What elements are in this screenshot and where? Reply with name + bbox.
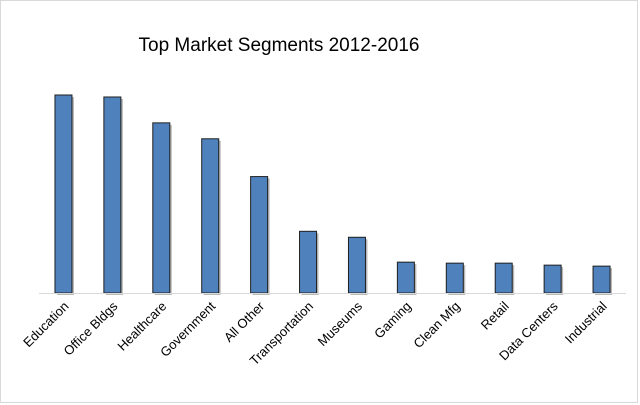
bar-clean-mfg <box>445 262 464 294</box>
x-tick-label: Museums <box>315 298 366 349</box>
bar-healthcare <box>152 122 171 294</box>
x-tick-label: Education <box>20 299 71 350</box>
bar-museums <box>347 236 366 294</box>
bar-all-other <box>250 176 269 294</box>
bar-retail <box>494 262 513 294</box>
bar-government <box>201 138 220 294</box>
chart-title: Top Market Segments 2012-2016 <box>138 35 420 56</box>
x-tick-label: Gaming <box>371 299 414 342</box>
x-tick-label: Industrial <box>562 298 610 346</box>
bar-industrial <box>592 265 611 294</box>
x-tick-label: Clean Mfg <box>410 299 463 352</box>
bar-gaming <box>396 261 415 294</box>
bar-transportation <box>299 230 318 294</box>
x-tick-label: Retail <box>478 298 512 332</box>
bar-education <box>54 94 73 294</box>
x-tick-label: All Other <box>221 298 268 345</box>
bar-data-centers <box>543 264 562 294</box>
bar-office-bldgs <box>103 96 122 294</box>
